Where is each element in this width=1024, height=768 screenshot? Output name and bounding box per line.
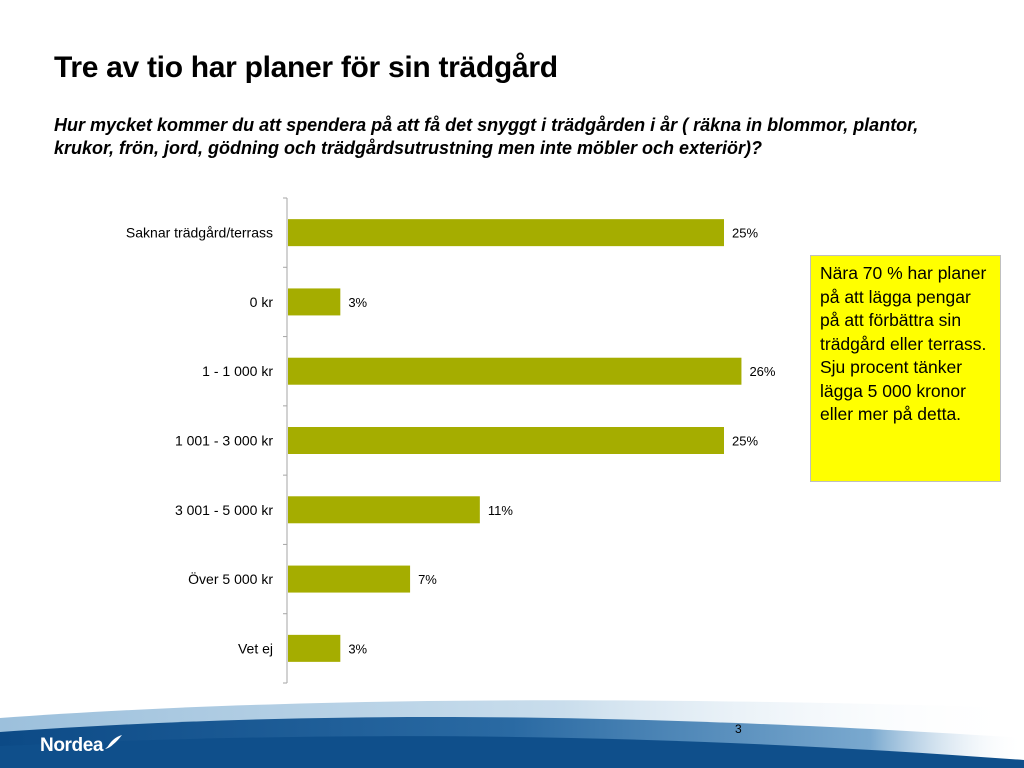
data-label: 11% [488,503,513,518]
footer-swoosh [0,700,1024,768]
category-label: Saknar trädgård/terrass [126,225,273,241]
category-label: 3 001 - 5 000 kr [175,502,273,518]
bar [288,357,742,385]
category-label: Vet ej [238,640,273,656]
nordea-logo: Nordea [40,733,123,759]
slide-subtitle: Hur mycket kommer du att spendera på att… [54,115,919,158]
category-label: Över 5 000 kr [188,570,273,587]
bar [288,496,480,524]
logo-text: Nordea [40,735,104,756]
category-label: 1 - 1 000 kr [202,363,273,379]
data-label: 25% [732,434,758,449]
nordea-sail-icon [105,735,123,749]
data-label: 7% [418,572,437,587]
data-label: 3% [348,641,367,656]
category-label: 0 kr [250,294,274,310]
bar [288,288,341,316]
callout-box: Nära 70 % har planer på att lägga pengar… [810,255,1001,482]
page-number: 3 [735,722,742,736]
category-label: 1 001 - 3 000 kr [175,433,273,449]
bar [288,565,411,593]
bar [288,634,341,662]
data-label: 3% [348,295,367,310]
bar [288,219,724,247]
slide-title: Tre av tio har planer för sin trädgård [54,51,558,84]
data-label: 26% [749,364,775,379]
bar [288,427,724,454]
data-label: 25% [732,226,758,241]
